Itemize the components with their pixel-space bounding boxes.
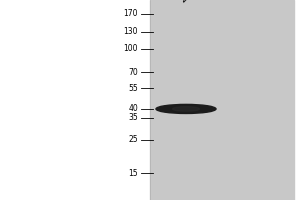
Text: 100: 100 [124, 44, 138, 53]
Text: 40: 40 [128, 104, 138, 113]
Text: 35: 35 [128, 113, 138, 122]
Text: 25: 25 [128, 135, 138, 144]
Ellipse shape [172, 107, 200, 111]
Text: 70: 70 [128, 68, 138, 77]
Text: 55: 55 [128, 84, 138, 93]
Text: 130: 130 [124, 27, 138, 36]
Text: 170: 170 [124, 9, 138, 18]
Text: 15: 15 [128, 169, 138, 178]
Ellipse shape [156, 104, 216, 113]
Bar [150, 0, 294, 200]
Text: 293: 293 [178, 0, 197, 5]
